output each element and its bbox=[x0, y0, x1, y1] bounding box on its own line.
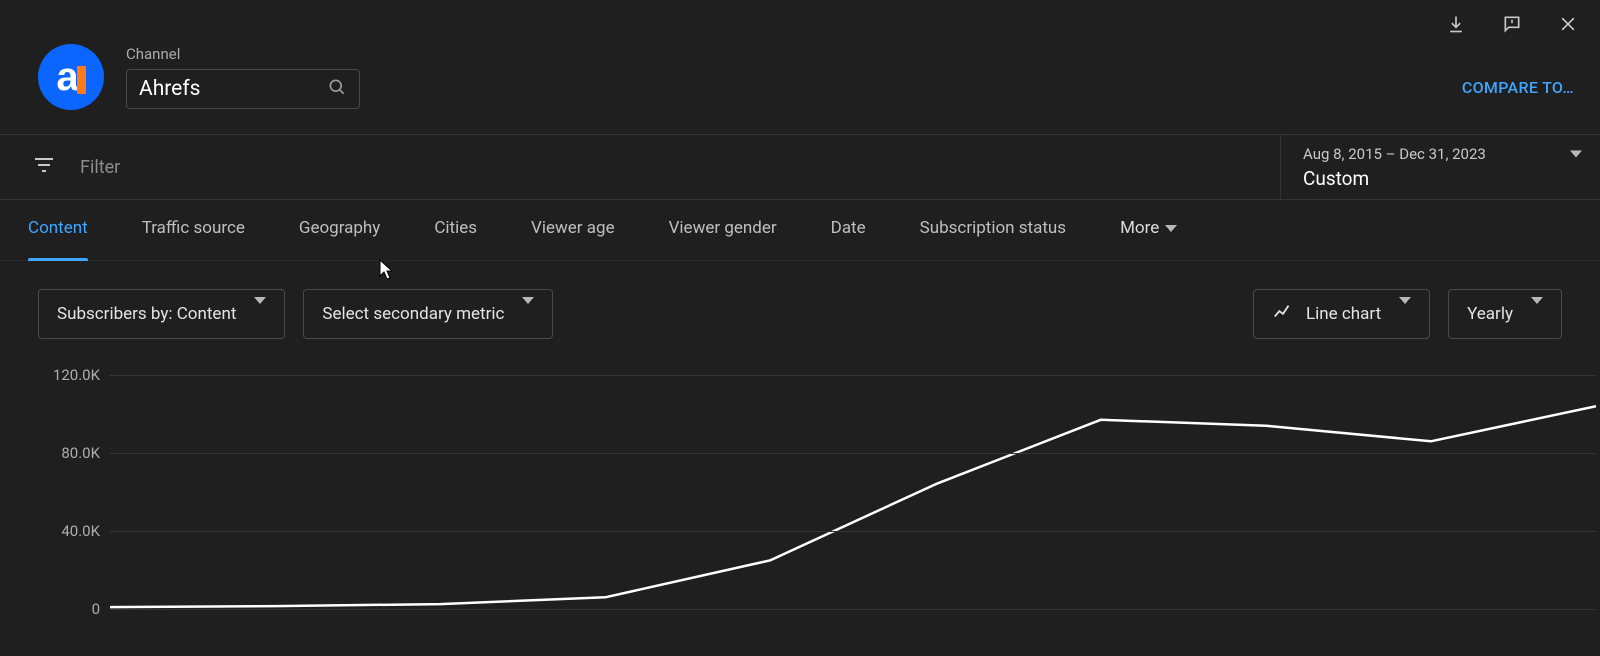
channel-search-value: Ahrefs bbox=[139, 77, 200, 101]
channel-logo: a bbox=[38, 44, 104, 110]
chevron-down-icon bbox=[1570, 158, 1582, 177]
y-axis-tick: 40.0K bbox=[38, 522, 100, 540]
channel-search-input[interactable]: Ahrefs bbox=[126, 69, 360, 109]
tab-date[interactable]: Date bbox=[831, 218, 866, 260]
chart-canvas bbox=[110, 365, 1596, 625]
gridline bbox=[110, 531, 1596, 532]
secondary-metric-label: Select secondary metric bbox=[322, 304, 504, 324]
chart-type-dropdown[interactable]: Line chart bbox=[1253, 289, 1430, 339]
date-range-text: Aug 8, 2015 – Dec 31, 2023 bbox=[1303, 145, 1542, 163]
filter-icon[interactable] bbox=[32, 153, 56, 181]
gridline bbox=[110, 453, 1596, 454]
subscribers-chart: 0 40.0K 80.0K 120.0K bbox=[38, 365, 1596, 625]
channel-label: Channel bbox=[126, 45, 360, 63]
primary-metric-label: Subscribers by: Content bbox=[57, 304, 236, 324]
tab-more[interactable]: More bbox=[1120, 218, 1177, 260]
tab-viewer-age[interactable]: Viewer age bbox=[531, 218, 615, 260]
compare-to-button[interactable]: COMPARE TO… bbox=[1462, 78, 1574, 97]
tab-more-label: More bbox=[1120, 218, 1159, 238]
chevron-down-icon bbox=[1399, 304, 1411, 324]
chevron-down-icon bbox=[1531, 304, 1543, 324]
series-line bbox=[110, 406, 1596, 607]
header: a Channel Ahrefs COMPARE TO… bbox=[0, 0, 1600, 134]
chevron-down-icon bbox=[1165, 225, 1177, 232]
search-icon bbox=[327, 77, 347, 101]
chart-type-label: Line chart bbox=[1306, 304, 1381, 324]
filter-bar: Filter Aug 8, 2015 – Dec 31, 2023 Custom bbox=[0, 135, 1600, 199]
filter-label[interactable]: Filter bbox=[80, 157, 120, 178]
dimension-tabs: Content Traffic source Geography Cities View… bbox=[0, 200, 1600, 261]
tab-content[interactable]: Content bbox=[28, 218, 88, 260]
chevron-down-icon bbox=[254, 304, 266, 324]
tab-geography[interactable]: Geography bbox=[299, 218, 380, 260]
tab-viewer-gender[interactable]: Viewer gender bbox=[669, 218, 777, 260]
chart-controls: Subscribers by: Content Select secondary… bbox=[0, 261, 1600, 349]
secondary-metric-dropdown[interactable]: Select secondary metric bbox=[303, 289, 553, 339]
chevron-down-icon bbox=[522, 304, 534, 324]
y-axis-tick: 120.0K bbox=[38, 366, 100, 384]
y-axis-tick: 80.0K bbox=[38, 444, 100, 462]
gridline bbox=[110, 375, 1596, 376]
date-range-picker[interactable]: Aug 8, 2015 – Dec 31, 2023 Custom bbox=[1280, 135, 1600, 199]
tab-subscription-status[interactable]: Subscription status bbox=[920, 218, 1066, 260]
y-axis-tick: 0 bbox=[38, 600, 100, 618]
line-chart-icon bbox=[1272, 301, 1294, 328]
primary-metric-dropdown[interactable]: Subscribers by: Content bbox=[38, 289, 285, 339]
gridline bbox=[110, 609, 1596, 610]
date-preset-text: Custom bbox=[1303, 167, 1542, 190]
granularity-label: Yearly bbox=[1467, 304, 1513, 324]
tab-traffic-source[interactable]: Traffic source bbox=[142, 218, 245, 260]
tab-cities[interactable]: Cities bbox=[434, 218, 477, 260]
granularity-dropdown[interactable]: Yearly bbox=[1448, 289, 1562, 339]
